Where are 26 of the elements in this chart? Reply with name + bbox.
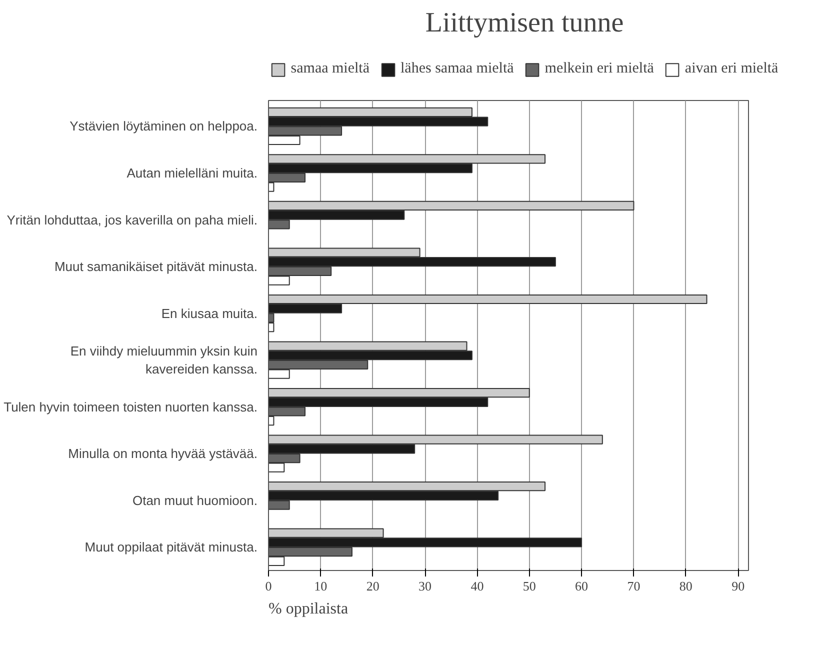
x-tick-label: 30 [418,578,432,594]
y-tick-label: Autan mielelläni muita. [126,165,258,180]
x-tick-label: 0 [265,578,272,594]
y-tick-label: Ystävien löytäminen on helppoa. [70,118,258,134]
chart-title: Liittymisen tunne [425,8,624,38]
y-tick-label: Muut samanikäiset pitävät minusta. [54,259,258,274]
y-tick-label: En kiusaa muita. [161,306,258,321]
x-tick-label: 70 [627,578,640,594]
legend-label: aivan eri mieltä [684,60,778,78]
legend-label: samaa mieltä [290,60,370,78]
legend-label: lähes samaa mieltä [400,60,514,78]
y-tick-label: Muut oppilaat pitävät minusta. [84,540,258,555]
x-tick-label: 60 [575,578,588,594]
y-tick-label: Tulen hyvin toimeen toisten nuorten kanssa. [4,399,258,414]
x-tick-label: 10 [314,578,328,594]
y-tick-label: Otan muut huomioon. [132,492,258,508]
legend-label: melkein eri mieltä [544,60,654,78]
x-tick-label: 90 [732,578,745,594]
x-tick-label: 20 [366,578,380,594]
y-tick-label: Yritän lohduttaa, jos kaverilla on paha mieli. [6,212,258,228]
x-tick-label: 80 [679,578,692,594]
x-axis-title: % oppilaista [268,600,348,618]
x-tick-label: 50 [522,578,536,594]
x-tick-label: 40 [470,578,484,594]
y-tick-label: Minulla on monta hyvää ystävää. [68,446,258,462]
y-tick-label: En viihdy mieluummin yksin kuin kavereiden kanssa. [70,344,258,377]
